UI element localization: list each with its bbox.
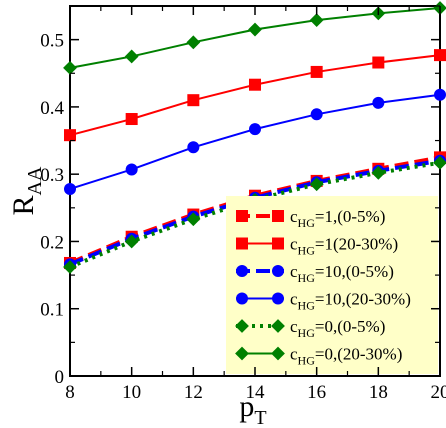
data-point [125, 113, 138, 126]
y-tick-label: 0.4 [40, 98, 64, 119]
data-point [372, 96, 385, 109]
x-tick-label: 14 [246, 382, 266, 403]
legend-marker [272, 210, 284, 222]
legend-label-sub: HG [298, 326, 316, 340]
legend-entry: cHG=0,(0-5%) [235, 317, 385, 340]
data-point [63, 60, 77, 75]
axes-layer: 8 10 12 14 16 18 20 0 0.1 0.2 0.3 0.4 0.5 [40, 5, 446, 403]
y-tick-label: 0.1 [40, 300, 64, 321]
legend-label: cHG=10,(0-5%) [290, 262, 394, 285]
data-point [249, 123, 261, 136]
legend-label: cHG=0,(20-30%) [290, 345, 402, 368]
data-point [433, 155, 446, 170]
data-point [186, 35, 201, 50]
legend-entry: cHG=10,(20-30%) [236, 290, 411, 313]
x-axis-label-sub: T [254, 407, 266, 428]
legend-entry: cHG=1,(0-5%) [236, 207, 385, 230]
data-point [64, 129, 76, 142]
data-point [187, 94, 200, 107]
data-point [434, 88, 446, 101]
legend-label-sub: HG [298, 354, 316, 368]
legend-marker [236, 292, 248, 305]
data-point [310, 108, 323, 121]
data-point [63, 260, 77, 274]
x-axis-label-main: p [239, 390, 254, 423]
legend-entry: cHG=0,(20-30%) [235, 345, 402, 368]
x-tick-label: 10 [122, 382, 141, 403]
x-axis-label: pT [239, 390, 266, 428]
legend-marker [271, 346, 285, 361]
data-point [372, 56, 385, 69]
legend-marker [236, 237, 248, 250]
legend-marker [271, 319, 285, 333]
legend-label-rest: =10,(0-5%) [315, 262, 394, 281]
y-tick-label: 0.3 [40, 165, 64, 186]
y-axis-label-main: R [7, 195, 40, 215]
y-axis-label: RAA [7, 166, 46, 215]
y-tick-label: 0.5 [40, 31, 64, 52]
data-point [309, 177, 324, 192]
legend-marker [235, 346, 249, 361]
data-point [64, 182, 76, 195]
legend-marker [236, 210, 248, 222]
legend-entry: cHG=10,(0-5%) [236, 262, 394, 285]
data-point [187, 141, 200, 154]
data-point [434, 49, 446, 62]
legend-marker [272, 292, 284, 305]
data-point [309, 13, 324, 28]
data-point [125, 163, 138, 176]
legend-label-main: c [290, 345, 298, 364]
x-tick-label: 8 [65, 382, 75, 403]
legend-label-sub: HG [298, 299, 316, 313]
legend-label-main: c [290, 262, 298, 281]
data-point [124, 49, 139, 64]
data-point [186, 212, 201, 227]
data-point [249, 78, 261, 91]
series-3 [64, 88, 446, 195]
x-tick-label: 18 [369, 382, 388, 403]
legend-marker [235, 319, 249, 333]
legend-label-rest: =1,(0-5%) [315, 207, 385, 226]
series-1 [64, 49, 446, 142]
y-tick-label: 0.2 [40, 232, 64, 253]
x-tick-label: 12 [184, 382, 203, 403]
legend-label-main: c [290, 290, 298, 309]
data-point [310, 65, 323, 78]
legend-label: cHG=10,(20-30%) [290, 290, 411, 313]
legend-entry: cHG=1(20-30%) [236, 235, 398, 258]
legend-label-rest: =0,(0-5%) [315, 317, 385, 336]
x-tick-label: 20 [431, 382, 446, 403]
legend-label-main: c [290, 317, 298, 336]
legend-label: cHG=0,(0-5%) [290, 317, 385, 340]
x-tick-label: 16 [307, 382, 326, 403]
legend-label-rest: =10,(20-30%) [315, 290, 411, 309]
legend-label: cHG=1,(0-5%) [290, 207, 385, 230]
legend-label-sub: HG [298, 216, 316, 230]
data-point [371, 165, 386, 180]
legend-label-sub: HG [298, 271, 316, 285]
y-tick-label: 0 [55, 367, 65, 388]
legend: cHG=1,(0-5%)cHG=1(20-30%)cHG=10,(0-5%)cH… [226, 196, 438, 374]
data-point [248, 22, 262, 37]
legend-marker [272, 265, 284, 277]
legend-label-sub: HG [298, 244, 316, 258]
data-point [124, 234, 139, 249]
legend-label-main: c [290, 207, 298, 226]
legend-label-rest: =0,(20-30%) [315, 345, 402, 364]
legend-label-rest: =1(20-30%) [315, 235, 398, 254]
legend-label: cHG=1(20-30%) [290, 235, 398, 258]
legend-marker [272, 237, 284, 250]
legend-label-main: c [290, 235, 298, 254]
legend-marker [236, 265, 248, 277]
y-axis-label-sub: AA [24, 166, 46, 195]
legend-box [226, 196, 438, 374]
